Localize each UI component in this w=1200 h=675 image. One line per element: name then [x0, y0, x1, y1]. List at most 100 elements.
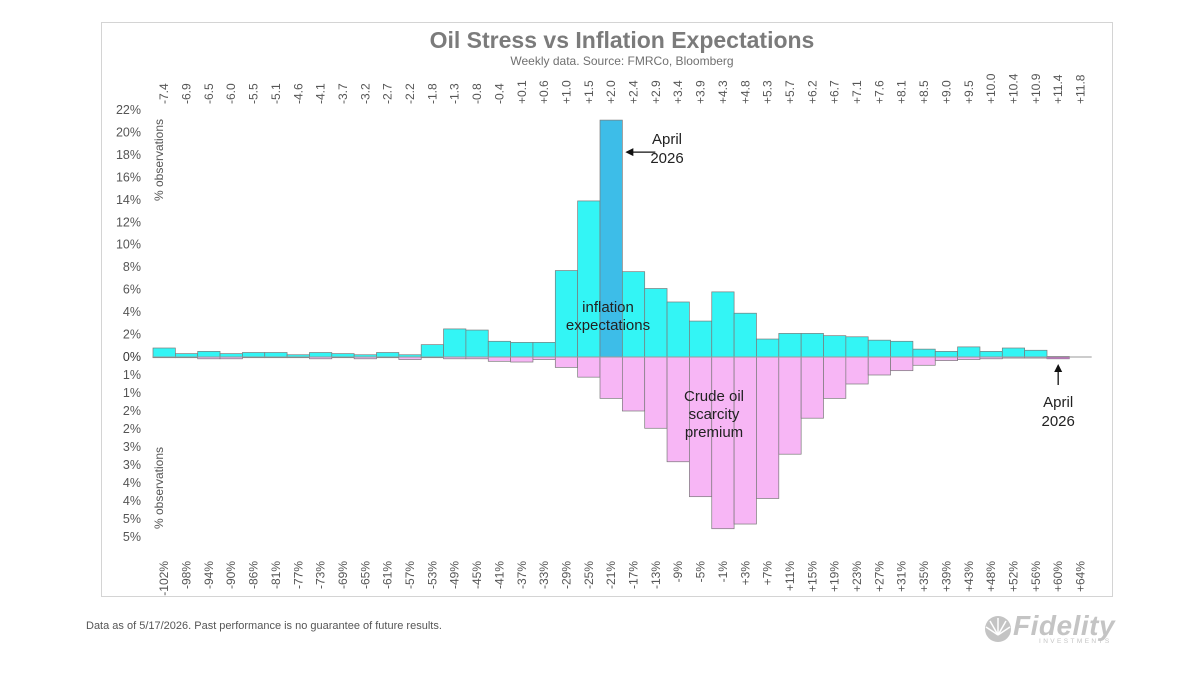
y-axis-label-top: % observations — [152, 119, 166, 201]
x-tick-label-bottom: +35% — [917, 561, 931, 592]
y-tick-label-top: 22% — [116, 103, 141, 117]
x-tick-label-bottom: -98% — [180, 561, 194, 589]
x-tick-label-top: -4.1 — [314, 83, 328, 104]
x-tick-label-bottom: +23% — [850, 561, 864, 592]
x-tick-label-top: +7.6 — [872, 80, 886, 104]
y-tick-label-top: 4% — [123, 305, 141, 319]
x-tick-label-bottom: +43% — [962, 561, 976, 592]
oil-bar — [845, 356, 869, 385]
y-tick-label-top: 0% — [123, 350, 141, 364]
inflation-bar — [934, 351, 958, 358]
x-tick-label-top: -6.9 — [180, 83, 194, 104]
x-tick-label-bottom: -33% — [537, 561, 551, 589]
footnote: Data as of 5/17/2026. Past performance i… — [86, 620, 442, 632]
x-tick-label-top: -0.8 — [470, 83, 484, 104]
inflation-bar — [197, 351, 221, 358]
x-tick-label-bottom: -5% — [694, 561, 708, 583]
series-label-oil: premium — [685, 424, 743, 441]
y-tick-label-top: 12% — [116, 215, 141, 229]
x-tick-label-top: -3.2 — [358, 83, 372, 104]
inflation-bar — [510, 342, 534, 358]
x-tick-label-bottom: +64% — [1074, 561, 1088, 592]
x-tick-label-top: +6.7 — [828, 80, 842, 104]
x-tick-label-bottom: -49% — [448, 561, 462, 589]
y-tick-label-top: 16% — [116, 170, 141, 184]
x-tick-label-bottom: +39% — [939, 561, 953, 592]
x-tick-label-top: -6.0 — [224, 83, 238, 104]
x-tick-label-bottom: -29% — [559, 561, 573, 589]
oil-bar — [867, 356, 891, 376]
x-tick-label-top: +2.4 — [627, 80, 641, 104]
series-label-oil: Crude oil — [684, 388, 744, 405]
inflation-bar — [890, 340, 914, 358]
y-tick-label-top: 20% — [116, 125, 141, 139]
x-tick-label-top: +1.0 — [559, 80, 573, 104]
y-tick-label-bottom: 4% — [123, 476, 141, 490]
inflation-bar — [957, 346, 981, 358]
inflation-bar — [1024, 349, 1048, 358]
logo-wordmark: Fidelity — [1013, 610, 1116, 641]
x-tick-label-top: +4.3 — [716, 80, 730, 104]
x-tick-label-bottom: -90% — [224, 561, 238, 589]
annotation-2026-top: 2026 — [650, 150, 683, 167]
x-tick-label-top: +11.4 — [1051, 74, 1065, 104]
oil-bar — [621, 356, 646, 412]
inflation-bar — [331, 353, 355, 358]
y-tick-label-top: 6% — [123, 283, 141, 297]
oil-bar — [823, 356, 847, 399]
inflation-bar — [376, 352, 400, 358]
x-tick-label-bottom: -61% — [381, 561, 395, 589]
x-tick-label-bottom: -41% — [492, 561, 506, 589]
x-tick-label-bottom: +7% — [761, 561, 775, 586]
x-tick-label-top: +9.5 — [962, 80, 976, 104]
chart-subtitle: Weekly data. Source: FMRCo, Bloomberg — [510, 54, 733, 68]
x-tick-label-bottom: +19% — [828, 561, 842, 592]
inflation-bar — [152, 347, 176, 358]
x-tick-label-bottom: -81% — [269, 561, 283, 589]
bars-layer — [152, 119, 1070, 530]
oil-bar — [778, 356, 802, 455]
annotation-april-bottom: April — [1043, 394, 1073, 411]
x-tick-label-top: -4.6 — [291, 83, 305, 104]
x-tick-label-top: +8.5 — [917, 80, 931, 104]
x-tick-label-top: -0.4 — [492, 83, 506, 104]
inflation-bar — [823, 335, 847, 358]
x-tick-label-bottom: -73% — [314, 561, 328, 589]
inflation-bar — [1001, 347, 1025, 358]
oil-bar — [554, 356, 578, 368]
x-tick-label-bottom: -45% — [470, 561, 484, 589]
inflation-bar — [689, 320, 713, 358]
chart-title: Oil Stress vs Inflation Expectations — [430, 27, 815, 53]
inflation-bar — [264, 352, 288, 358]
x-tick-label-bottom: +11% — [783, 561, 797, 591]
y-axis-label-bottom: % observations — [152, 447, 166, 529]
x-tick-label-bottom: +48% — [984, 561, 998, 592]
inflation-bar — [219, 353, 243, 358]
x-tick-label-bottom: -69% — [336, 561, 350, 589]
x-tick-label-top: -1.3 — [448, 83, 462, 104]
x-tick-label-bottom: -57% — [403, 561, 417, 589]
x-tick-label-bottom: -37% — [515, 561, 529, 589]
x-tick-label-top: +11.8 — [1074, 74, 1088, 104]
inflation-bar — [800, 333, 824, 358]
x-tick-label-bottom: +31% — [895, 561, 909, 592]
oil-bar — [644, 356, 668, 429]
inflation-bar — [465, 329, 489, 358]
inflation-bar — [175, 353, 199, 358]
x-tick-label-top: +5.3 — [761, 80, 775, 104]
x-tick-label-bottom: -65% — [358, 561, 372, 589]
axes-layer: 22% 20% 18% 16% 14% 12% 10% 8% 6% 4% 2% 0% 1% 1% 2% 2% 3… — [116, 73, 1092, 596]
inflation-bar — [711, 291, 735, 358]
x-tick-label-top: -2.7 — [381, 83, 395, 104]
inflation-bar — [420, 344, 444, 358]
x-tick-label-top: +6.2 — [805, 80, 819, 104]
y-tick-label-top: 8% — [123, 260, 141, 274]
inflation-bar — [912, 348, 936, 358]
inflation-bar — [867, 339, 891, 358]
x-tick-label-bottom: -17% — [627, 561, 641, 589]
x-tick-label-top: +10.4 — [1006, 73, 1020, 104]
annotation-arrow-up-head — [1054, 364, 1063, 372]
inflation-bar — [443, 328, 467, 358]
x-tick-label-bottom: +15% — [805, 561, 819, 592]
